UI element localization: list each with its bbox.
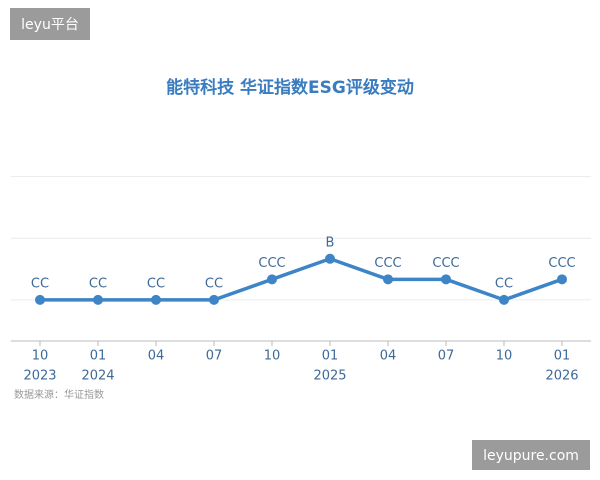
x-year-label: 2024 — [81, 369, 114, 384]
point — [93, 294, 103, 305]
x-tick-label: 04 — [380, 349, 397, 364]
point — [151, 294, 161, 305]
watermark-box — [472, 440, 590, 470]
x-tick-label: 10 — [32, 349, 49, 364]
x-year-label: 2025 — [313, 369, 346, 384]
point — [325, 253, 335, 264]
point — [35, 294, 45, 305]
chart-title: 能特科技 华证指数ESG评级变动 — [166, 77, 414, 98]
point — [267, 274, 277, 285]
watermark-box — [10, 8, 90, 40]
watermark: leyu平台 — [21, 17, 79, 33]
watermark: leyupure.com — [483, 448, 579, 464]
line — [40, 257, 563, 302]
data-label: CCC — [258, 256, 285, 271]
point — [557, 274, 567, 285]
point — [441, 274, 451, 285]
x-tick-label: 01 — [554, 349, 571, 364]
x-year-label: 2023 — [23, 369, 56, 384]
point — [383, 274, 393, 285]
point — [499, 294, 509, 305]
source-note: 数据来源：华证指数 — [14, 388, 104, 401]
data-label: CC — [147, 276, 165, 291]
data-label: CC — [89, 276, 107, 291]
x-year-label: 2026 — [545, 369, 578, 384]
x-tick-label: 01 — [322, 349, 339, 364]
point — [209, 294, 219, 305]
data-label: CC — [31, 276, 49, 291]
x-tick-label: 04 — [148, 349, 165, 364]
data-label: CC — [205, 276, 223, 291]
data-label: CCC — [432, 256, 459, 271]
data-label: B — [326, 235, 335, 250]
data-label: CCC — [548, 256, 575, 271]
data-label: CC — [495, 276, 513, 291]
x-tick-label: 07 — [438, 349, 455, 364]
x-tick-label: 07 — [206, 349, 223, 364]
x-tick-label: 01 — [90, 349, 107, 364]
x-tick-label: 10 — [264, 349, 281, 364]
x-tick-label: 10 — [496, 349, 513, 364]
data-label: CCC — [374, 256, 401, 271]
